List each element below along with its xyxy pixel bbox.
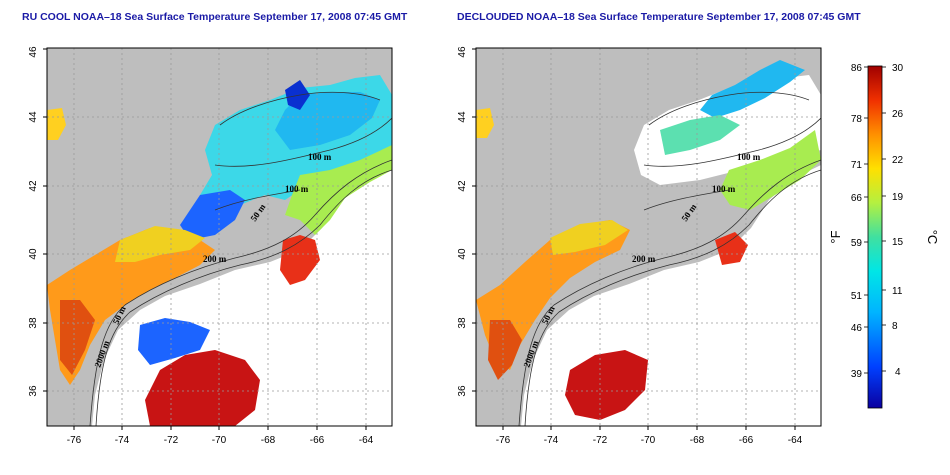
left-label-100m-b: 100 m xyxy=(285,184,309,194)
right-sst-shelf-green xyxy=(720,130,821,210)
left-lon-tick: -70 xyxy=(212,435,227,446)
colorbar-c-tick: 11 xyxy=(892,286,903,297)
left-sst-gulfstream xyxy=(145,350,260,426)
right-lon-tick: -64 xyxy=(788,435,803,446)
right-lon-tick: -66 xyxy=(739,435,754,446)
left-sst-coastal-hot xyxy=(60,300,95,375)
right-lon-axis: -76 -74 -72 -70 -68 -66 -64 xyxy=(496,426,803,446)
colorbar-c-tick: 4 xyxy=(895,367,901,378)
left-sst-cold-south xyxy=(138,318,210,365)
right-lon-tick: -76 xyxy=(496,435,511,446)
right-panel-title: DECLOUDED NOAA–18 Sea Surface Temperatur… xyxy=(457,11,861,23)
right-isobaths xyxy=(518,91,821,426)
left-lon-tick: -72 xyxy=(164,435,179,446)
colorbar-gradient xyxy=(867,65,883,409)
left-sst-cold-spot xyxy=(285,80,310,110)
left-panel-title: RU COOL NOAA–18 Sea Surface Temperature … xyxy=(22,11,408,23)
right-lon-tick: -72 xyxy=(593,435,608,446)
left-lat-tick: 40 xyxy=(28,248,39,260)
left-map: 100 m 100 m 50 m 200 m 50 m 2000 m xyxy=(47,48,392,426)
right-lon-tick: -70 xyxy=(641,435,656,446)
colorbar-c-tick: 26 xyxy=(892,109,904,120)
colorbar-c-tick: 19 xyxy=(892,192,904,203)
colorbar-f-unit: °F xyxy=(828,230,843,243)
right-lon-tick: -74 xyxy=(544,435,559,446)
left-lon-tick: -64 xyxy=(359,435,374,446)
colorbar-f-tick: 39 xyxy=(851,369,863,380)
right-label-200m: 200 m xyxy=(632,254,656,264)
colorbar-f-tick: 71 xyxy=(851,160,863,171)
right-lat-axis: 36 38 40 42 44 46 xyxy=(457,46,476,397)
left-lat-tick: 44 xyxy=(28,111,39,123)
left-lat-tick: 42 xyxy=(28,180,39,192)
right-sst-small-patch xyxy=(476,108,494,138)
left-label-100m-a: 100 m xyxy=(308,152,332,162)
right-map: 100 m 100 m 50 m 200 m 50 m 2000 m xyxy=(476,48,821,426)
left-sst-midatl-warm xyxy=(47,228,215,385)
left-label-200m: 200 m xyxy=(203,254,227,264)
left-lat-tick: 36 xyxy=(28,385,39,397)
left-sst-cold-patch xyxy=(180,190,245,240)
colorbar-f-tick: 46 xyxy=(851,323,863,334)
colorbar-c-tick: 8 xyxy=(892,321,898,332)
left-lon-axis: -76 -74 -72 -70 -68 -66 -64 xyxy=(67,426,374,446)
right-lat-tick: 40 xyxy=(457,248,468,260)
right-lat-tick: 42 xyxy=(457,180,468,192)
right-graticule xyxy=(476,48,821,426)
colorbar-f-tick: 59 xyxy=(851,238,863,249)
colorbar-f-tick: 78 xyxy=(851,114,863,125)
right-sst-coastal-hot xyxy=(488,320,522,380)
right-sst-warm-eddy xyxy=(715,232,748,265)
left-graticule xyxy=(47,48,392,426)
colorbar-f-tick: 66 xyxy=(851,193,863,204)
left-lon-tick: -76 xyxy=(67,435,82,446)
left-lon-tick: -74 xyxy=(115,435,130,446)
colorbar-c-tick: 22 xyxy=(892,155,904,166)
left-sst-small-patch xyxy=(47,108,66,140)
left-lon-tick: -68 xyxy=(261,435,276,446)
left-sst-midatl-yellow xyxy=(115,226,205,262)
colorbar-c-tick: 30 xyxy=(892,63,904,74)
right-sst-gulf-green xyxy=(660,115,740,155)
right-sst-midatl-yellow xyxy=(550,220,628,255)
colorbar-c-unit: °C xyxy=(925,230,940,245)
left-lat-tick: 38 xyxy=(28,317,39,329)
right-lon-tick: -68 xyxy=(690,435,705,446)
left-lon-tick: -66 xyxy=(310,435,325,446)
right-sst-gulf-cool xyxy=(700,60,805,118)
colorbar-f-tick: 51 xyxy=(851,291,863,302)
right-label-100m-a: 100 m xyxy=(737,152,761,162)
colorbar: 86 78 71 66 59 51 46 39 30 26 22 19 15 1… xyxy=(828,63,940,409)
left-lat-axis: 36 38 40 42 44 46 xyxy=(28,46,47,397)
left-isobaths xyxy=(89,91,392,426)
colorbar-c-tick: 15 xyxy=(892,237,904,248)
colorbar-f-tick: 86 xyxy=(851,63,863,74)
right-lat-tick: 36 xyxy=(457,385,468,397)
left-ocean xyxy=(92,165,392,426)
left-sst-shelf-green xyxy=(285,145,392,235)
right-lat-tick: 46 xyxy=(457,46,468,58)
left-lat-tick: 46 xyxy=(28,46,39,58)
right-lat-tick: 38 xyxy=(457,317,468,329)
right-lat-tick: 44 xyxy=(457,111,468,123)
right-sst-gulfstream xyxy=(565,350,648,420)
right-label-100m-b: 100 m xyxy=(712,184,736,194)
